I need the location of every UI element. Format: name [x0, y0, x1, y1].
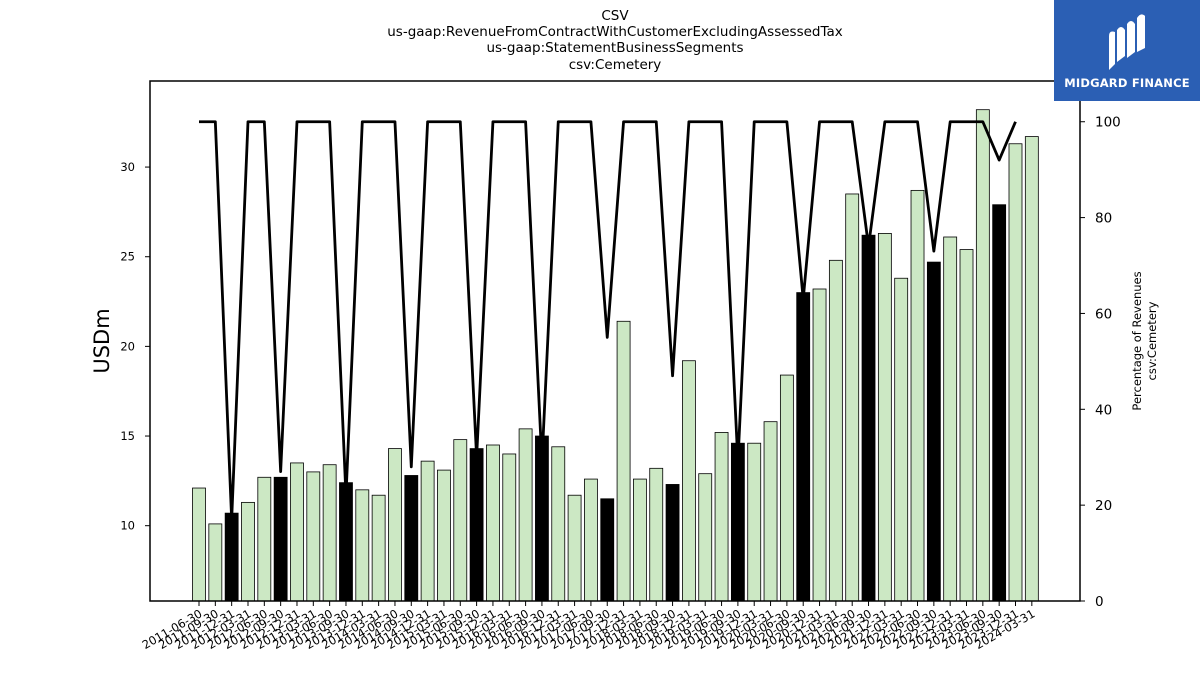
y-axis-right: 0 20 40 60 80 100 — [1080, 115, 1121, 610]
bar-2018-12-31 — [682, 360, 696, 602]
bar-series — [192, 109, 1039, 602]
bar-2012-03-31 — [241, 501, 255, 602]
bar-2021-12-31 — [877, 233, 892, 602]
bar-2020-06-30 — [779, 374, 794, 602]
bar-2021-09-30 — [861, 234, 876, 602]
bar-2019-09-30 — [730, 442, 745, 602]
midgard-finance-logo: MIDGARD FINANCE — [1054, 0, 1200, 101]
bar-2015-06-30 — [453, 439, 468, 602]
bar-2014-03-31 — [371, 494, 386, 602]
bar-2017-03-31 — [567, 494, 582, 602]
y-tick-label-25: 25 — [120, 250, 135, 264]
bar-2023-09-30 — [992, 204, 1007, 602]
y2-tick-label-80: 80 — [1095, 211, 1112, 227]
bar-2022-03-31 — [894, 277, 909, 602]
bar-2014-12-31 — [420, 460, 435, 602]
y2-axis-label-line-2: csv:Cemetery — [1145, 301, 1159, 380]
bar-2012-06-30 — [257, 476, 272, 602]
bar-2013-09-30 — [339, 482, 353, 602]
chart-title: CSV us-gaap:RevenueFromContractWithCusto… — [387, 8, 843, 73]
bar-2013-06-30 — [322, 464, 337, 602]
bar-2024-03-31 — [1024, 136, 1039, 602]
percentage-line — [199, 120, 1017, 521]
y-tick-label-10: 10 — [120, 519, 135, 533]
bar-2021-06-30 — [845, 193, 860, 602]
plot-frame — [149, 80, 1081, 602]
x-axis: 2011-06-302011-09-302011-12-312012-03-31… — [140, 601, 1037, 652]
title-line-3: us-gaap:StatementBusinessSegments — [486, 40, 743, 56]
bar-2016-06-30 — [518, 428, 533, 602]
bar-2022-12-31 — [943, 236, 958, 602]
bar-2020-12-31 — [812, 288, 827, 602]
title-line-1: CSV — [601, 8, 629, 24]
y-tick-label-15: 15 — [120, 429, 135, 443]
title-line-2: us-gaap:RevenueFromContractWithCustomerE… — [387, 24, 843, 40]
bar-2013-12-31 — [355, 489, 370, 602]
bar-2017-12-31 — [616, 320, 631, 602]
bar-2023-03-31 — [959, 249, 974, 602]
bar-2020-03-31 — [763, 421, 778, 602]
bar-2019-03-31 — [698, 473, 713, 602]
bar-2012-09-30 — [273, 476, 288, 602]
bar-2023-12-31 — [1008, 143, 1023, 602]
y2-tick-label-100: 100 — [1095, 115, 1121, 131]
bar-2018-09-30 — [665, 484, 680, 602]
bar-2015-12-31 — [486, 444, 500, 602]
bar-2011-06-30 — [192, 487, 206, 602]
bar-2011-09-30 — [208, 523, 223, 602]
bar-2023-06-30 — [975, 109, 990, 602]
bar-2016-03-31 — [502, 453, 517, 602]
y2-tick-label-20: 20 — [1095, 498, 1112, 514]
y2-tick-label-60: 60 — [1095, 306, 1112, 322]
y-tick-label-30: 30 — [120, 160, 135, 174]
y-axis-left: 10 15 20 25 30 — [120, 160, 150, 533]
bar-2014-09-30 — [404, 475, 419, 602]
bar-2017-06-30 — [584, 478, 598, 602]
bar-2014-06-30 — [388, 448, 402, 602]
bar-2016-12-31 — [551, 446, 566, 602]
title-line-4: csv:Cemetery — [569, 57, 662, 73]
bar-2015-09-30 — [469, 448, 484, 602]
bar-2015-03-31 — [437, 469, 451, 602]
bar-2021-03-31 — [828, 259, 843, 602]
bar-2019-12-31 — [747, 442, 762, 602]
y-axis-label: USDm — [90, 308, 114, 373]
bar-2019-06-30 — [714, 432, 729, 602]
bar-2012-12-31 — [290, 462, 304, 602]
logo-mark-icon — [1109, 13, 1145, 70]
bar-2022-06-30 — [910, 189, 925, 602]
bar-2022-09-30 — [926, 261, 941, 602]
percentage-line-series — [199, 120, 1017, 521]
y-tick-label-20: 20 — [120, 339, 135, 353]
logo-text: MIDGARD FINANCE — [1064, 75, 1190, 90]
bar-2020-09-30 — [796, 292, 811, 602]
bar-2013-03-31 — [306, 471, 321, 602]
bar-2011-12-31 — [224, 512, 239, 602]
bar-2017-09-30 — [600, 498, 615, 602]
y2-tick-label-0: 0 — [1095, 594, 1104, 610]
y2-axis-label-line-1: Percentage of Revenues — [1130, 271, 1144, 410]
bar-2018-06-30 — [649, 467, 664, 602]
bar-2018-03-31 — [633, 478, 647, 602]
y2-tick-label-40: 40 — [1095, 402, 1112, 418]
